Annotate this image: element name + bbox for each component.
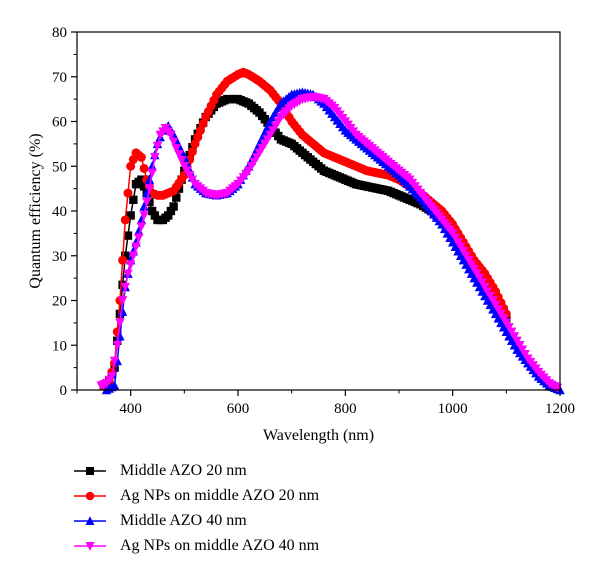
y-axis-title: Quantum efficiency (%) [27,133,44,288]
y-axis: 0 10 20 30 40 50 60 70 80 [52,25,77,399]
data-point [139,201,149,211]
y-tick-label: 0 [60,383,68,399]
data-point [137,175,146,184]
legend: Middle AZO 20 nm Ag NPs on middle AZO 20… [72,458,492,558]
x-tick-label: 800 [334,401,357,417]
legend-label: Middle AZO 40 nm [120,511,247,529]
y-tick-label: 80 [52,25,67,41]
data-point [128,251,139,261]
legend-swatch-triangle-up-icon [74,515,106,525]
data-point [120,282,130,293]
data-point [142,188,152,198]
data-point [147,206,157,216]
data-point [117,306,128,316]
data-point [125,260,136,270]
data-point [144,174,155,184]
data-point [136,214,147,225]
legend-swatch-square-icon [74,466,106,475]
data-point [134,233,144,243]
data-point [107,372,117,382]
data-point [174,150,184,160]
data-point [134,226,144,236]
series-4 [96,92,563,393]
data-point [136,152,146,162]
data-point [139,211,149,221]
data-point [168,137,179,147]
data-point [150,153,160,163]
data-point [142,197,152,208]
data-point [164,211,173,220]
chart: 400 600 800 1000 1200 0 10 20 30 40 50 60 70 80 Wave… [27,25,575,444]
data-point [109,356,120,366]
y-tick-label: 50 [52,159,67,175]
data-point [171,144,181,154]
data-point [172,193,181,202]
data-point [117,296,128,306]
data-point [144,184,155,194]
data-point [147,168,157,178]
data-point [260,127,270,137]
data-point [166,206,176,216]
series-line [100,96,558,389]
data-point [121,251,130,260]
y-tick-label: 10 [52,338,67,354]
data-point [112,341,122,351]
x-tick-label: 1000 [438,401,468,417]
x-tick-label: 600 [227,401,250,417]
data-point [123,269,133,279]
legend-item-middle-azo-20: Middle AZO 20 nm [72,458,492,483]
legend-swatch-circle-icon [74,491,106,500]
y-tick-label: 40 [52,204,67,220]
y-tick-label: 20 [52,294,67,310]
legend-label: Middle AZO 20 nm [120,461,247,479]
data-point [176,156,187,166]
data-point [139,182,149,191]
data-point [147,161,157,171]
data-point [136,222,147,232]
x-axis: 400 600 800 1000 1200 [76,390,575,417]
x-axis-title: Wavelength (nm) [263,427,374,444]
x-tick-label: 400 [119,401,142,417]
data-point [131,242,141,252]
data-point [123,231,133,240]
legend-label: Ag NPs on middle AZO 20 nm [120,486,320,504]
legend-item-ag-nps-middle-azo-40: Ag NPs on middle AZO 40 nm [72,533,492,558]
data-point [145,197,154,207]
data-point [109,380,120,390]
legend-item-ag-nps-middle-azo-20: Ag NPs on middle AZO 20 nm [72,483,492,508]
data-point [126,211,135,220]
data-point [169,202,178,211]
data-point [166,130,176,140]
data-point [152,141,163,152]
data-point [118,255,128,265]
data-point [115,318,125,328]
x-tick-label: 1200 [545,401,575,417]
data-point [150,211,160,220]
data-point [139,163,149,173]
y-tick-label: 30 [52,249,67,265]
data-point [120,215,130,225]
data-point [187,147,197,157]
series-2 [99,67,511,391]
legend-label: Ag NPs on middle AZO 40 nm [120,536,320,554]
y-tick-label: 70 [52,70,67,86]
data-point [129,195,138,205]
y-tick-label: 60 [52,115,67,131]
legend-item-middle-azo-40: Middle AZO 40 nm [72,508,492,533]
legend-swatch-triangle-down-icon [74,541,106,551]
series-layer [96,67,565,395]
data-point [123,188,133,198]
